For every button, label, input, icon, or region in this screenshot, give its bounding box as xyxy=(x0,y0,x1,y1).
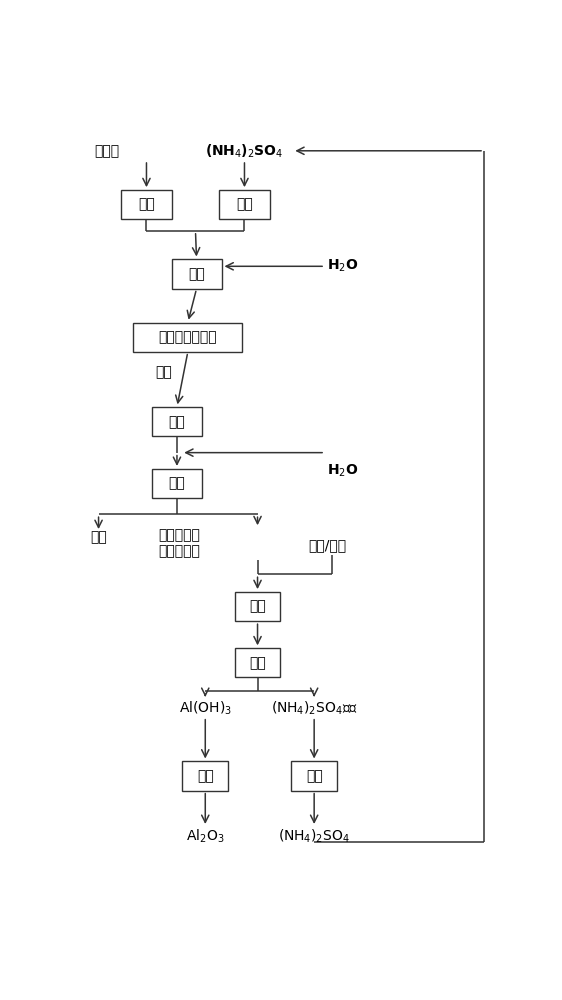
Text: 粉煤灰: 粉煤灰 xyxy=(94,144,119,158)
Text: 高频或微波焙烧: 高频或微波焙烧 xyxy=(158,330,217,344)
Text: Al(OH)$_3$: Al(OH)$_3$ xyxy=(179,700,232,717)
Text: 硫酸铝铵、
硫酸铝溶液: 硫酸铝铵、 硫酸铝溶液 xyxy=(158,528,200,559)
Text: 氨水/氨气: 氨水/氨气 xyxy=(308,538,346,552)
Text: 过滤: 过滤 xyxy=(249,656,266,670)
Text: H$_2$O: H$_2$O xyxy=(327,258,359,274)
Bar xyxy=(235,648,280,677)
Bar xyxy=(219,190,270,219)
Bar xyxy=(183,761,228,791)
Text: 磨细: 磨细 xyxy=(138,198,155,212)
Text: 磨细: 磨细 xyxy=(236,198,253,212)
Bar xyxy=(291,761,337,791)
Text: (NH$_4$)$_2$SO$_4$溶液: (NH$_4$)$_2$SO$_4$溶液 xyxy=(270,700,358,717)
Text: 造粒: 造粒 xyxy=(188,267,205,281)
Text: H$_2$O: H$_2$O xyxy=(327,462,359,479)
Text: 氨沉: 氨沉 xyxy=(249,600,266,614)
Text: Al$_2$O$_3$: Al$_2$O$_3$ xyxy=(186,827,225,845)
Bar xyxy=(235,592,280,621)
Bar xyxy=(152,407,202,436)
Text: 结晶: 结晶 xyxy=(306,769,323,783)
Text: 滤渣: 滤渣 xyxy=(90,530,107,544)
Text: (NH$_4$)$_2$SO$_4$: (NH$_4$)$_2$SO$_4$ xyxy=(278,827,350,845)
Text: 熟料: 熟料 xyxy=(155,366,172,380)
Text: 溶出: 溶出 xyxy=(169,415,185,429)
Bar xyxy=(121,190,171,219)
Bar xyxy=(133,323,242,352)
Bar xyxy=(171,259,221,289)
Text: 煅烧: 煅烧 xyxy=(197,769,214,783)
Text: 过滤: 过滤 xyxy=(169,476,185,490)
Text: (NH$_4$)$_2$SO$_4$: (NH$_4$)$_2$SO$_4$ xyxy=(205,142,284,160)
Bar xyxy=(152,469,202,498)
